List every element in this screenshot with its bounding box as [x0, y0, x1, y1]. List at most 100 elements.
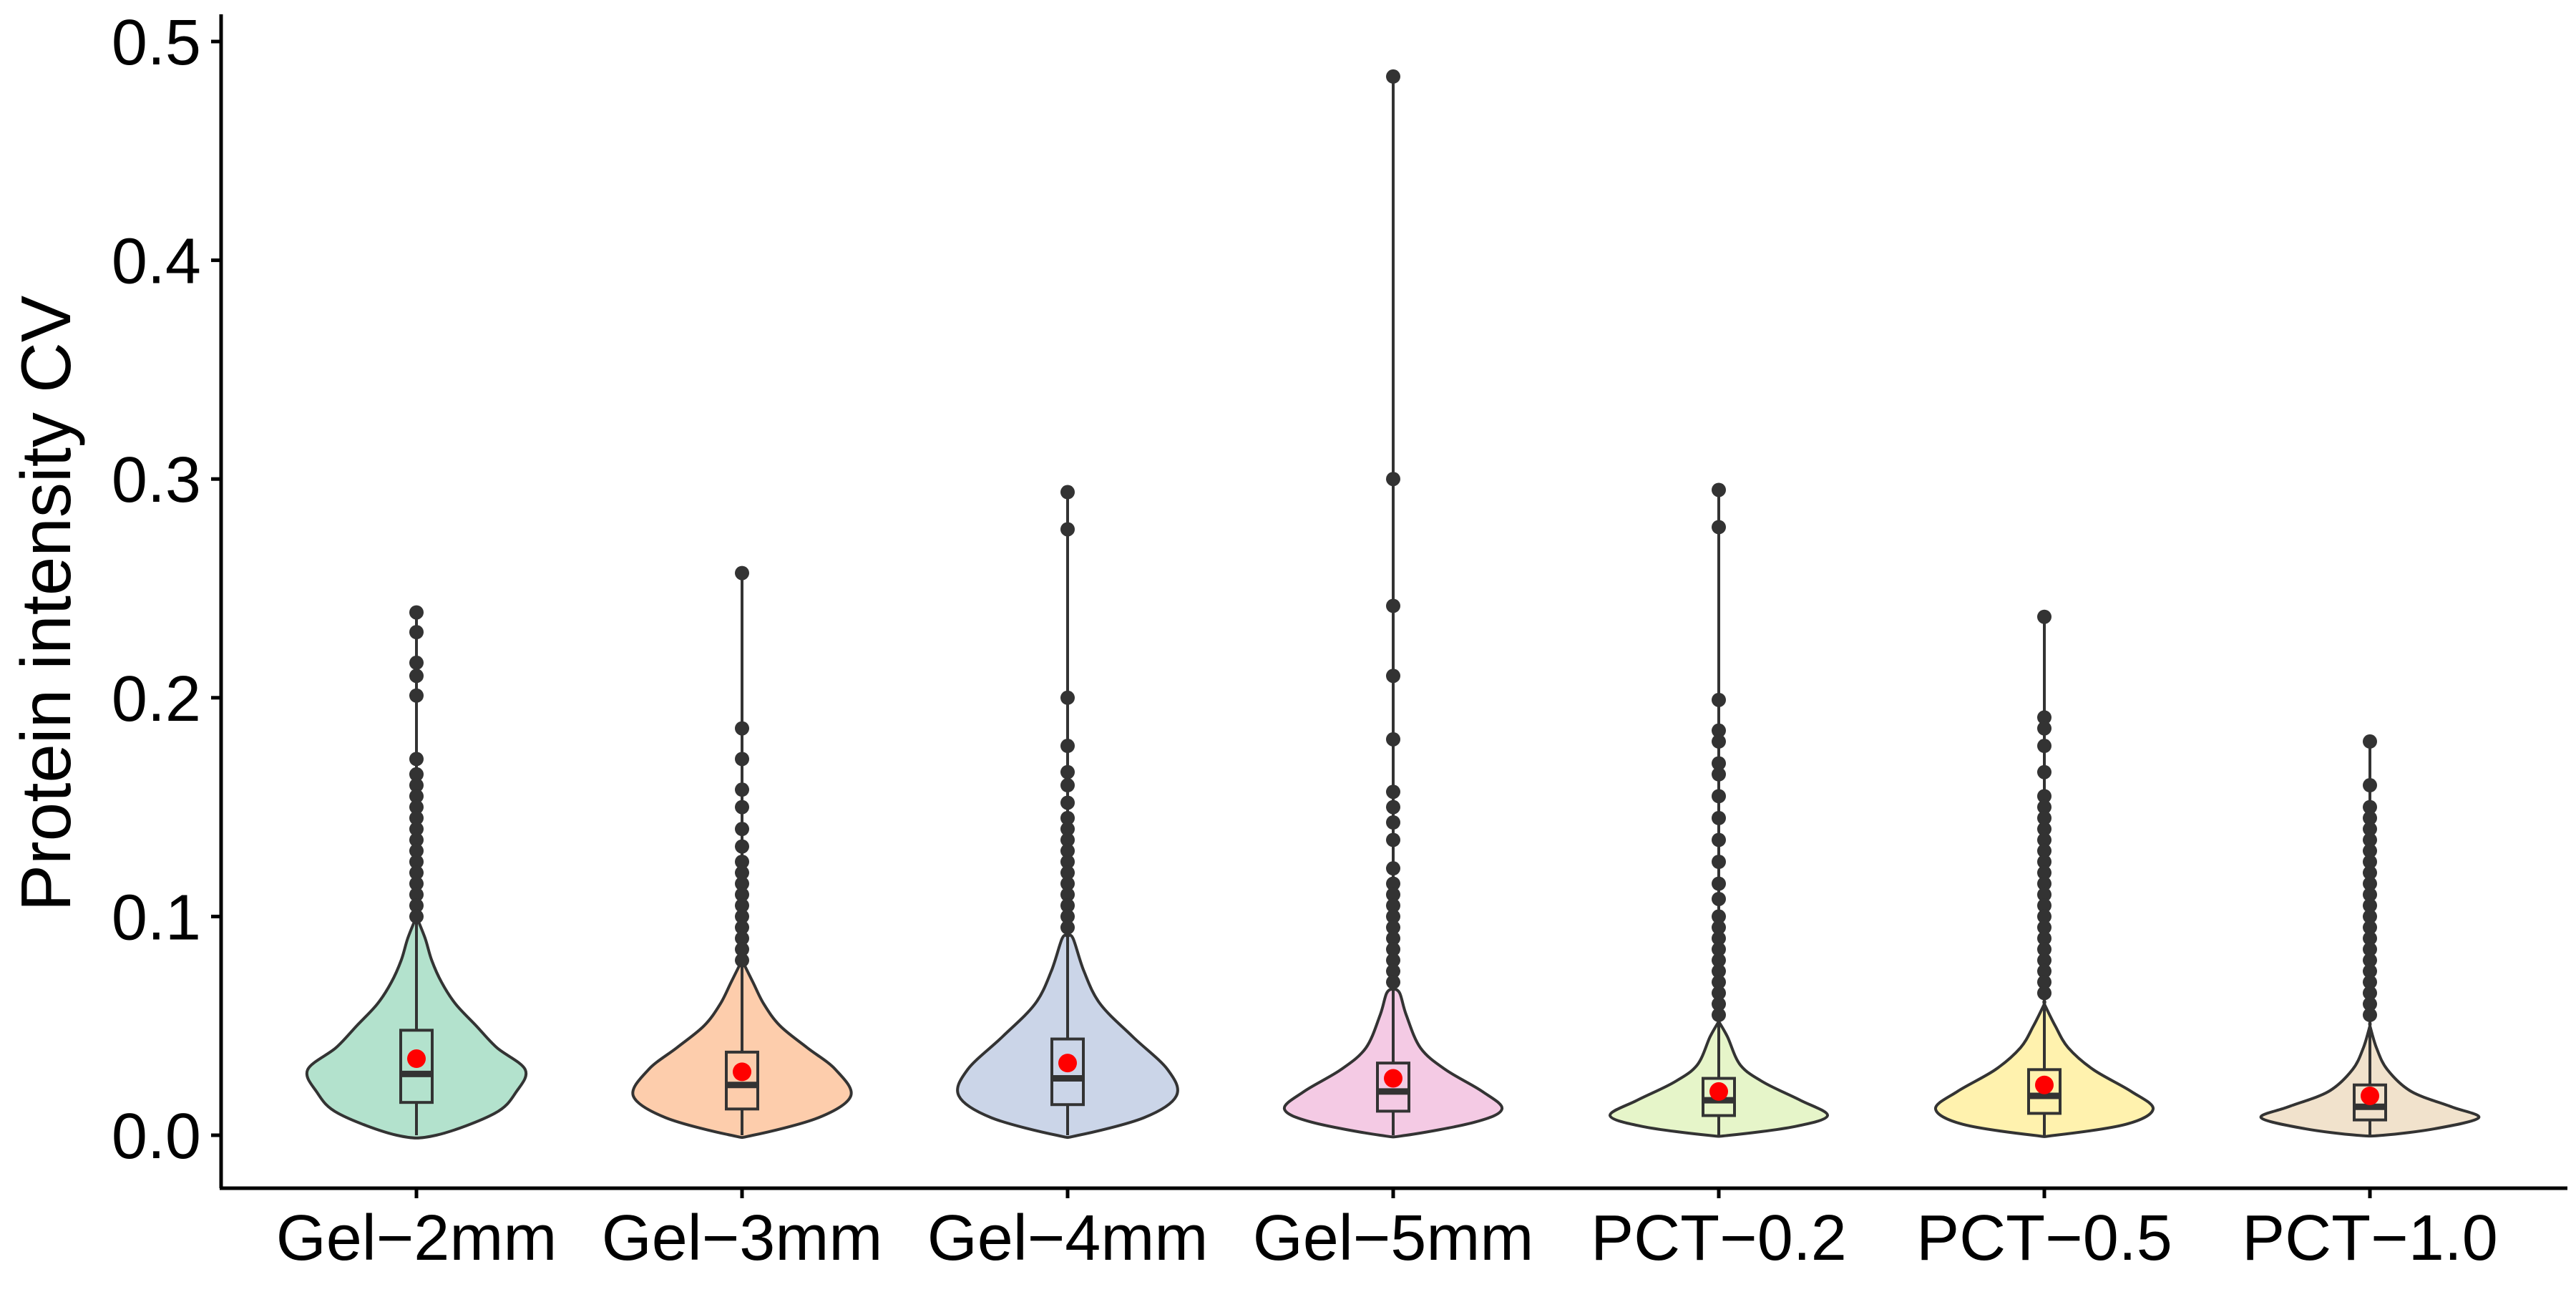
outlier-point [1712, 734, 1726, 749]
outlier-point [2037, 822, 2051, 837]
outlier-point [1386, 963, 1400, 978]
outlier-point [2363, 832, 2377, 847]
outlier-point [2037, 963, 2051, 978]
outlier-point [1712, 1007, 1726, 1022]
outlier-point [409, 898, 424, 913]
outlier-point [409, 625, 424, 640]
outlier-point [2037, 986, 2051, 1001]
violin-group [956, 485, 1179, 1140]
y-tick-label: 0.3 [112, 445, 201, 516]
outlier-point [2363, 855, 2377, 869]
outlier-point [1386, 800, 1400, 815]
outlier-point [1712, 986, 1726, 1001]
violin-group [1609, 482, 1829, 1138]
outlier-point [2037, 898, 2051, 913]
outlier-point [1386, 815, 1400, 830]
outlier-point [1060, 522, 1075, 537]
outlier-point [735, 822, 749, 837]
outlier-point [2037, 789, 2051, 804]
x-tick-label: PCT−0.5 [1916, 1203, 2172, 1274]
outlier-point [1386, 732, 1400, 747]
outlier-point [1386, 887, 1400, 902]
outlier-point [1386, 920, 1400, 935]
outlier-point [2037, 953, 2051, 968]
outlier-point [1386, 876, 1400, 891]
outlier-point [2363, 843, 2377, 858]
outlier-point [409, 822, 424, 837]
outlier-point [735, 782, 749, 797]
outlier-point [1712, 767, 1726, 782]
outlier-point [2037, 739, 2051, 754]
outlier-point [409, 605, 424, 620]
outlier-point [409, 767, 424, 782]
outlier-point [2363, 778, 2377, 793]
outlier-point [1712, 692, 1726, 707]
outlier-point [1060, 485, 1075, 500]
outlier-point [2363, 909, 2377, 924]
outlier-point [2037, 975, 2051, 990]
y-tick-label: 0.1 [112, 882, 201, 953]
outlier-point [735, 865, 749, 880]
outlier-point [1712, 920, 1726, 935]
x-tick-label: Gel−5mm [1253, 1203, 1534, 1274]
outlier-point [409, 655, 424, 670]
outlier-point [2037, 931, 2051, 946]
outlier-point [1386, 909, 1400, 924]
outlier-point [735, 920, 749, 935]
outlier-point [735, 953, 749, 968]
violin-group [631, 565, 853, 1140]
outlier-point [2037, 609, 2051, 624]
outlier-point [2037, 942, 2051, 957]
y-tick-label: 0.0 [112, 1101, 201, 1172]
y-tick-label: 0.4 [112, 226, 201, 298]
outlier-point [2037, 721, 2051, 736]
outlier-point [409, 778, 424, 793]
outlier-point [1712, 756, 1726, 771]
y-tick-label: 0.2 [112, 664, 201, 735]
outlier-point [1712, 953, 1726, 968]
outlier-point [2037, 800, 2051, 815]
outlier-point [1386, 832, 1400, 847]
mean-point [1709, 1082, 1728, 1101]
outlier-point [1060, 909, 1075, 924]
outlier-point [1060, 739, 1075, 754]
outlier-point [409, 800, 424, 815]
outlier-point [1712, 723, 1726, 738]
outlier-point [735, 721, 749, 736]
outlier-point [409, 789, 424, 804]
outlier-point [1712, 789, 1726, 804]
y-tick-label: 0.5 [112, 7, 201, 79]
outlier-point [409, 887, 424, 902]
outlier-point [409, 810, 424, 825]
outlier-point [2363, 975, 2377, 990]
violin-group [305, 605, 528, 1140]
outlier-point [1060, 690, 1075, 705]
outlier-point [1060, 795, 1075, 810]
outlier-point [1712, 975, 1726, 990]
outlier-point [2363, 734, 2377, 749]
outlier-point [409, 843, 424, 858]
outlier-point [409, 688, 424, 703]
outlier-point [409, 876, 424, 891]
outlier-point [1060, 887, 1075, 902]
outlier-point [1060, 898, 1075, 913]
outlier-point [1060, 876, 1075, 891]
x-tick-label: Gel−3mm [602, 1203, 883, 1274]
outlier-point [2037, 810, 2051, 825]
x-tick-label: Gel−4mm [927, 1203, 1209, 1274]
outlier-point [1712, 931, 1726, 946]
outlier-point [1712, 810, 1726, 825]
mean-point [407, 1049, 426, 1069]
outlier-point [1712, 996, 1726, 1011]
outlier-point [735, 876, 749, 891]
outlier-point [1386, 785, 1400, 800]
outlier-point [409, 855, 424, 869]
outlier-point [1712, 963, 1726, 978]
outlier-point [735, 855, 749, 869]
outlier-point [1386, 598, 1400, 613]
outlier-point [2363, 800, 2377, 815]
outlier-point [2037, 764, 2051, 779]
outlier-point [735, 898, 749, 913]
